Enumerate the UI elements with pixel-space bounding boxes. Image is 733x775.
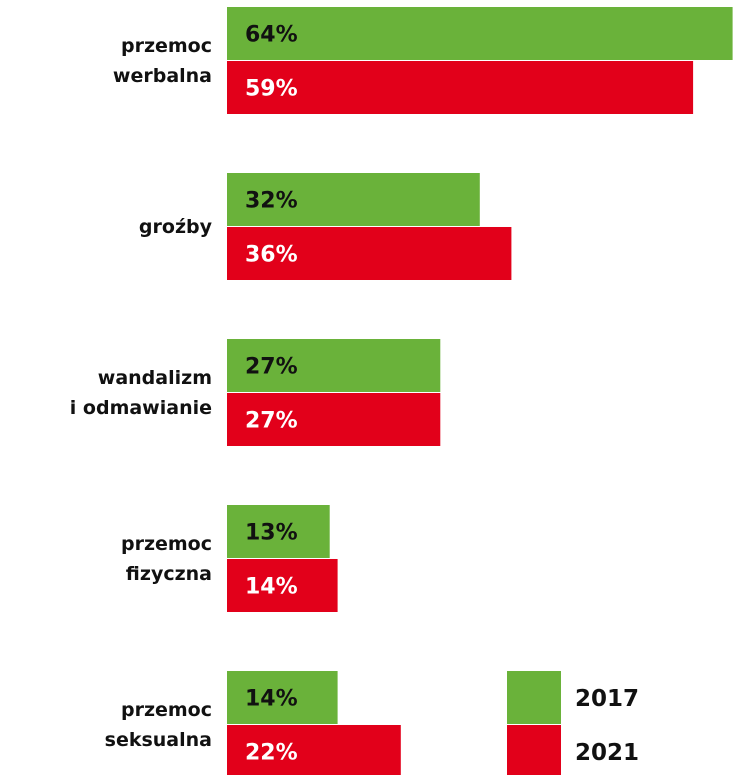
category-label: przemoc fizyczna [120,532,212,585]
bar [227,393,441,446]
value-label: 59% [245,77,298,102]
bar [227,173,480,226]
legend-label: 2017 [575,686,639,712]
value-label: 36% [245,243,298,268]
category-label: wandalizm i odmawianie [69,366,212,419]
category-label: groźby [138,215,212,238]
bar [227,671,338,724]
category-label: przemoc werbalna [112,34,212,87]
value-label: 13% [245,521,298,546]
bar [227,227,512,280]
bar [227,505,330,558]
legend-swatch [507,671,561,724]
value-label: 27% [245,409,298,434]
value-label: 14% [245,575,298,600]
bar [227,559,338,612]
category-label: przemoc seksualna [104,698,212,751]
legend-swatch [507,725,561,775]
legend-label: 2021 [575,740,639,766]
bar [227,339,441,392]
value-label: 64% [245,23,298,48]
bar [227,61,694,114]
value-label: 27% [245,355,298,380]
value-label: 22% [245,741,298,766]
value-label: 14% [245,687,298,712]
bar [227,7,733,60]
value-label: 32% [245,189,298,214]
bar [227,725,401,775]
